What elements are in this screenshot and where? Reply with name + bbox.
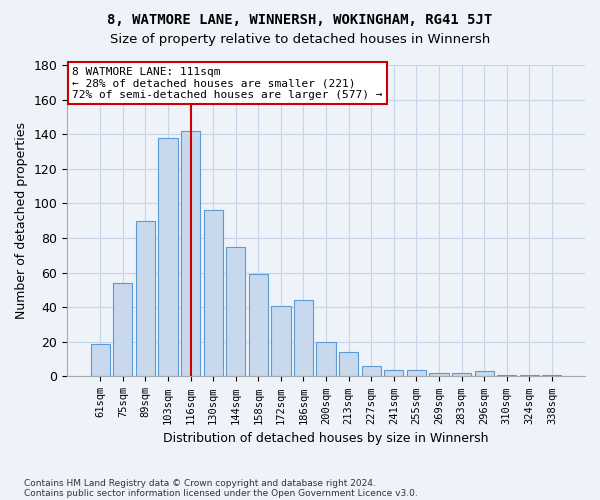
Bar xyxy=(520,374,539,376)
Bar xyxy=(226,246,245,376)
Bar xyxy=(542,374,562,376)
Bar xyxy=(203,210,223,376)
Bar xyxy=(271,306,290,376)
Bar xyxy=(113,283,133,376)
Bar xyxy=(136,220,155,376)
Text: 8, WATMORE LANE, WINNERSH, WOKINGHAM, RG41 5JT: 8, WATMORE LANE, WINNERSH, WOKINGHAM, RG… xyxy=(107,12,493,26)
Bar xyxy=(339,352,358,376)
Bar xyxy=(430,373,449,376)
Text: Contains HM Land Registry data © Crown copyright and database right 2024.: Contains HM Land Registry data © Crown c… xyxy=(24,478,376,488)
Bar xyxy=(475,372,494,376)
Text: 8 WATMORE LANE: 111sqm
← 28% of detached houses are smaller (221)
72% of semi-de: 8 WATMORE LANE: 111sqm ← 28% of detached… xyxy=(73,66,383,100)
Bar xyxy=(452,373,471,376)
Text: Contains public sector information licensed under the Open Government Licence v3: Contains public sector information licen… xyxy=(24,488,418,498)
Bar xyxy=(384,370,403,376)
Bar xyxy=(407,370,426,376)
Bar xyxy=(497,374,517,376)
Bar xyxy=(316,342,335,376)
Bar xyxy=(294,300,313,376)
Text: Size of property relative to detached houses in Winnersh: Size of property relative to detached ho… xyxy=(110,32,490,46)
Bar xyxy=(158,138,178,376)
Bar xyxy=(181,130,200,376)
X-axis label: Distribution of detached houses by size in Winnersh: Distribution of detached houses by size … xyxy=(163,432,489,445)
Y-axis label: Number of detached properties: Number of detached properties xyxy=(15,122,28,319)
Bar xyxy=(249,274,268,376)
Bar xyxy=(362,366,381,376)
Bar xyxy=(91,344,110,376)
